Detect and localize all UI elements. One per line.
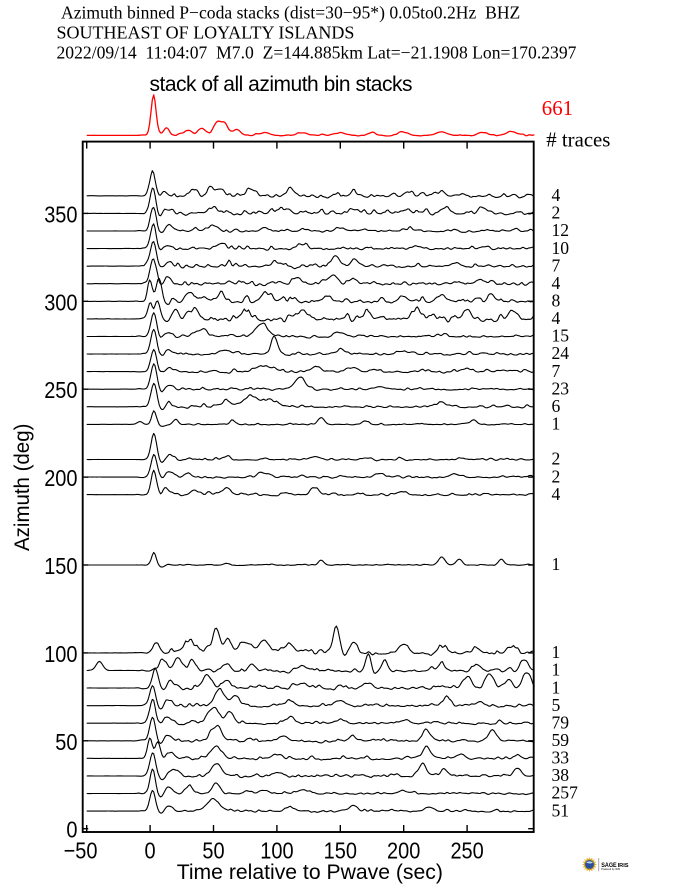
svg-text:250: 250: [450, 837, 483, 864]
svg-text:250: 250: [44, 377, 77, 404]
svg-text:6: 6: [552, 396, 561, 416]
svg-text:23: 23: [552, 378, 570, 398]
svg-text:38: 38: [552, 765, 570, 785]
svg-text:SOUTHEAST OF LOYALTY ISLANDS: SOUTHEAST OF LOYALTY ISLANDS: [57, 22, 355, 42]
svg-text:2022/09/14 11:04:07 M7.0 Z=: 2022/09/14 11:04:07 M7.0 Z=144.885km Lat…: [57, 43, 577, 63]
svg-text:0: 0: [66, 816, 77, 843]
svg-text:−50: −50: [64, 837, 98, 864]
svg-text:50: 50: [55, 728, 77, 755]
svg-text:1: 1: [552, 660, 561, 680]
svg-text:50: 50: [202, 837, 224, 864]
svg-text:33: 33: [552, 748, 570, 768]
svg-text:1: 1: [552, 554, 561, 574]
svg-text:150: 150: [324, 837, 357, 864]
svg-text:1: 1: [552, 642, 561, 662]
svg-text:661: 661: [542, 97, 573, 120]
svg-text:IRIS: IRIS: [618, 863, 629, 869]
svg-text:7: 7: [552, 255, 561, 275]
svg-text:200: 200: [44, 465, 77, 492]
svg-text:100: 100: [44, 640, 77, 667]
svg-text:2: 2: [552, 203, 561, 223]
svg-text:2: 2: [552, 466, 561, 486]
svg-text:5: 5: [552, 695, 561, 715]
svg-text:257: 257: [552, 783, 579, 803]
svg-text:Powered by IRIS: Powered by IRIS: [601, 868, 620, 871]
svg-text:4: 4: [552, 308, 561, 328]
svg-text:4: 4: [552, 273, 561, 293]
svg-text:Time relative to Pwave (sec): Time relative to Pwave (sec): [177, 860, 443, 884]
svg-text:79: 79: [552, 712, 570, 732]
svg-text:7: 7: [552, 361, 561, 381]
svg-text:4: 4: [552, 185, 561, 205]
svg-text:150: 150: [44, 553, 77, 580]
svg-text:stack of all azimuth bin stack: stack of all azimuth bin stacks: [150, 73, 413, 96]
svg-text:SAGE: SAGE: [601, 862, 616, 870]
svg-text:100: 100: [260, 837, 293, 864]
svg-text:# traces: # traces: [546, 128, 610, 151]
svg-text:350: 350: [44, 201, 77, 228]
svg-text:15: 15: [552, 326, 570, 346]
svg-text:10: 10: [552, 238, 570, 258]
svg-text:1: 1: [552, 414, 561, 434]
svg-text:4: 4: [552, 484, 561, 504]
svg-text:24: 24: [552, 343, 570, 363]
svg-text:12: 12: [552, 220, 570, 240]
svg-text:Azimuth binned P−coda stacks (: Azimuth binned P−coda stacks (dist=30−95…: [61, 3, 520, 23]
svg-text:8: 8: [552, 291, 561, 311]
svg-text:59: 59: [552, 730, 570, 750]
svg-text:1: 1: [552, 677, 561, 697]
svg-text:0: 0: [145, 837, 156, 864]
svg-text:51: 51: [552, 800, 570, 820]
svg-text:2: 2: [552, 449, 561, 469]
svg-text:200: 200: [387, 837, 420, 864]
svg-text:300: 300: [44, 289, 77, 316]
svg-text:Azimuth (deg): Azimuth (deg): [11, 424, 35, 551]
